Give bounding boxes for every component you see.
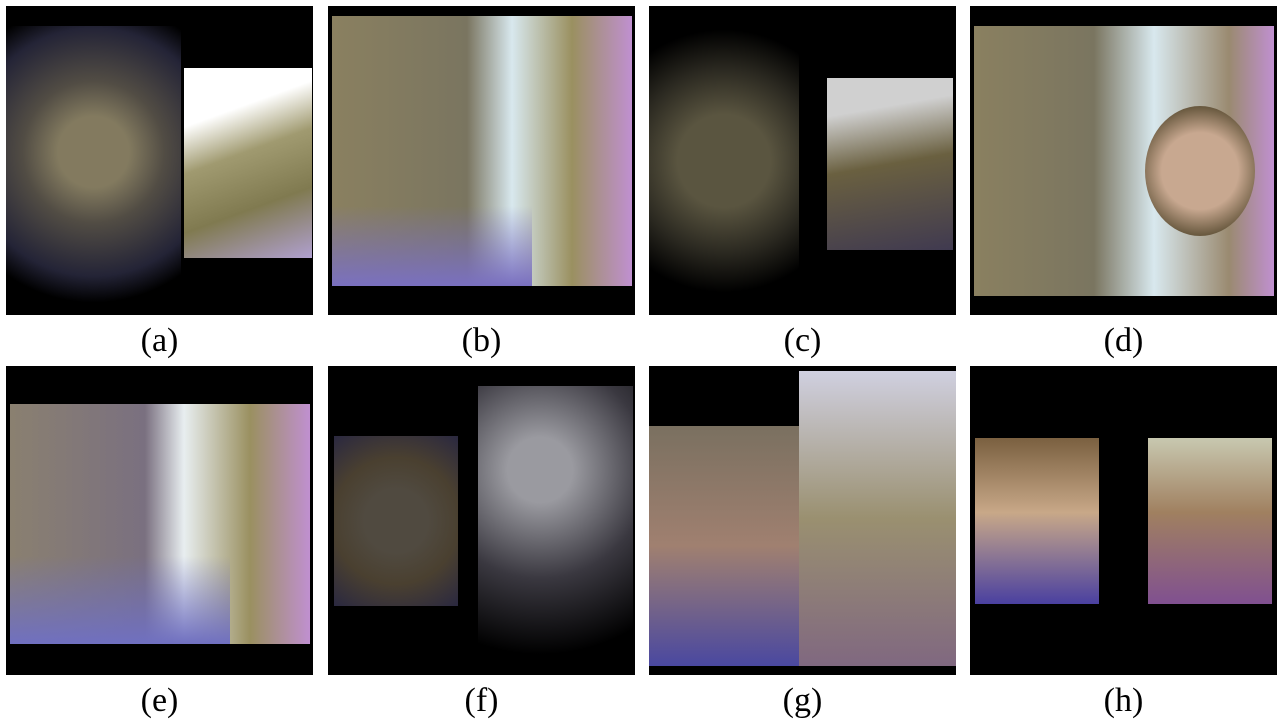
image-region — [1145, 106, 1255, 236]
image-panel — [970, 366, 1277, 675]
panel-caption: (g) — [649, 682, 956, 720]
image-panel — [6, 366, 313, 675]
panel-caption: (e) — [6, 682, 313, 720]
image-region — [1148, 438, 1272, 604]
image-panel — [649, 366, 956, 675]
image-region — [6, 26, 181, 306]
panel-caption: (b) — [328, 322, 635, 360]
image-panel — [970, 6, 1277, 315]
image-region — [975, 438, 1099, 604]
image-panel — [649, 6, 956, 315]
image-region — [10, 556, 230, 644]
image-panel — [328, 366, 635, 675]
image-region — [649, 426, 819, 666]
image-panel — [328, 6, 635, 315]
panel-caption: (f) — [328, 682, 635, 720]
image-region — [334, 436, 458, 606]
panel-caption: (h) — [970, 682, 1277, 720]
panel-caption: (d) — [970, 322, 1277, 360]
panel-caption: (a) — [6, 322, 313, 360]
image-region — [649, 26, 799, 296]
image-region — [827, 78, 953, 250]
image-region — [184, 68, 312, 258]
image-region — [332, 206, 532, 286]
image-panel — [6, 6, 313, 315]
panel-caption: (c) — [649, 322, 956, 360]
figure: (a) (b) (c) (d) (e) (f) (g) (h) (() => {… — [0, 0, 1279, 726]
image-region — [478, 386, 633, 666]
image-region — [799, 371, 956, 666]
